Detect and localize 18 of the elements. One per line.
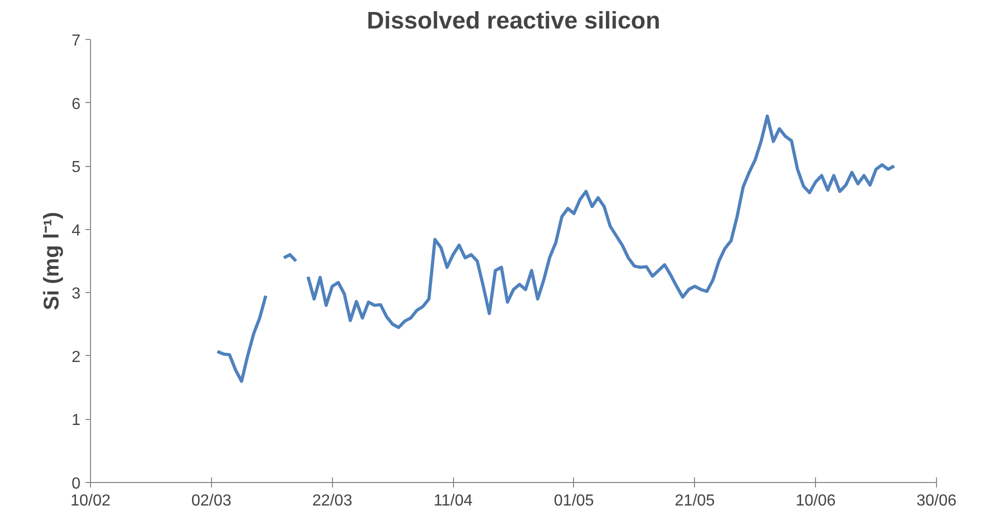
y-tick-label: 7 xyxy=(72,32,81,50)
x-tick-label: 02/03 xyxy=(191,492,232,510)
y-tick-label: 6 xyxy=(72,96,81,113)
y-tick-label: 3 xyxy=(72,286,81,303)
x-tick-label: 21/05 xyxy=(674,492,715,510)
y-tick-label: 1 xyxy=(72,412,81,430)
y-tick-label: 5 xyxy=(72,159,81,176)
x-tick-label: 10/02 xyxy=(70,492,111,510)
chart-title: Dissolved reactive silicon xyxy=(366,8,660,34)
y-tick-label: 0 xyxy=(72,476,81,492)
x-tick-label: 22/03 xyxy=(312,492,352,510)
x-tick-label: 01/05 xyxy=(554,492,594,510)
x-tick-label: 30/06 xyxy=(916,492,957,510)
y-tick-label: 4 xyxy=(72,222,81,240)
y-axis-title: Si (mg l⁻¹) xyxy=(40,212,64,310)
x-tick-label: 11/04 xyxy=(434,492,473,510)
x-tick-label: 10/06 xyxy=(796,492,836,510)
y-tick-label: 2 xyxy=(72,348,81,366)
